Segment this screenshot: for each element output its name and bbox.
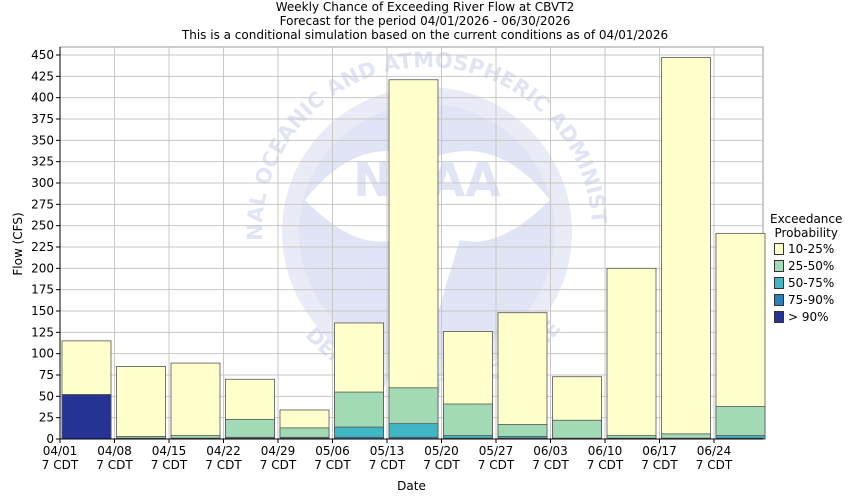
legend-label: 50-75% xyxy=(788,275,835,290)
x-tick-sublabel: 7 CDT xyxy=(696,458,733,472)
x-tick-sublabel: 7 CDT xyxy=(369,458,406,472)
x-tick-label: 06/10 xyxy=(588,444,623,458)
x-tick-sublabel: 7 CDT xyxy=(423,458,460,472)
x-tick-label: 05/13 xyxy=(370,444,405,458)
y-tick-label: 300 xyxy=(31,176,54,190)
legend-item: 25-50% xyxy=(774,257,842,274)
x-tick-label: 04/29 xyxy=(261,444,296,458)
x-tick-label: 06/17 xyxy=(642,444,677,458)
x-tick-sublabel: 7 CDT xyxy=(96,458,133,472)
bar-10-25% xyxy=(170,362,221,440)
x-tick-sublabel: 7 CDT xyxy=(260,458,297,472)
bar-10-25% xyxy=(497,312,548,440)
chart-title: Weekly Chance of Exceeding River Flow at… xyxy=(275,0,575,14)
x-tick-sublabel: 7 CDT xyxy=(641,458,678,472)
x-tick-label: 05/27 xyxy=(479,444,514,458)
legend-title-line1: Exceedance xyxy=(770,212,843,226)
x-tick-sublabel: 7 CDT xyxy=(42,458,79,472)
y-tick-label: 275 xyxy=(31,197,54,211)
legend-swatch xyxy=(774,259,784,272)
y-tick-label: 325 xyxy=(31,155,54,169)
bar-10-25% xyxy=(116,366,166,440)
x-tick-label: 04/08 xyxy=(97,444,132,458)
legend-title-line2: Probability xyxy=(774,226,838,240)
bar-25-50% xyxy=(225,418,275,440)
bar-10-25% xyxy=(715,232,766,440)
legend-label: 75-90% xyxy=(788,292,835,307)
y-tick-label: 100 xyxy=(31,347,54,361)
bar-> 90% xyxy=(61,394,112,440)
legend-swatch xyxy=(774,293,784,306)
y-axis-label: Flow (CFS) xyxy=(11,212,25,276)
x-tick-sublabel: 7 CDT xyxy=(151,458,188,472)
legend-label: > 90% xyxy=(788,309,829,324)
x-tick-sublabel: 7 CDT xyxy=(587,458,624,472)
legend-swatch xyxy=(774,242,784,255)
y-tick-label: 175 xyxy=(31,283,54,297)
x-tick-label: 04/22 xyxy=(206,444,241,458)
y-tick-label: 75 xyxy=(39,368,54,382)
x-tick-label: 05/06 xyxy=(315,444,350,458)
y-tick-label: 125 xyxy=(31,325,54,339)
y-tick-label: 25 xyxy=(39,411,54,425)
legend: Exceedance Probability 10-25% 25-50% 50-… xyxy=(770,212,842,325)
x-tick-label: 06/24 xyxy=(697,444,732,458)
y-tick-label: 350 xyxy=(31,133,54,147)
y-tick-label: 150 xyxy=(31,304,54,318)
bars xyxy=(61,57,766,440)
y-tick-label: 0 xyxy=(46,432,54,446)
x-tick-sublabel: 7 CDT xyxy=(478,458,515,472)
bar-25-50% xyxy=(552,419,602,440)
y-tick-label: 50 xyxy=(39,389,54,403)
y-tick-label: 375 xyxy=(31,112,54,126)
bar-10-25% xyxy=(606,267,657,440)
x-tick-label: 04/15 xyxy=(152,444,187,458)
bar-50-75% xyxy=(388,423,439,440)
bar-25-50% xyxy=(715,406,766,440)
bar-10-25% xyxy=(661,57,711,440)
x-tick-label: 05/20 xyxy=(424,444,459,458)
axes: 0 25 50 75 100 125 150 175 200 225 250 275 300 325 350… xyxy=(31,47,763,472)
y-tick-label: 450 xyxy=(31,48,54,62)
x-tick-sublabel: 7 CDT xyxy=(532,458,569,472)
y-tick-label: 225 xyxy=(31,240,54,254)
legend-label: 10-25% xyxy=(788,241,835,256)
chart-subtitle: Forecast for the period 04/01/2026 - 06/… xyxy=(279,14,571,28)
legend-item: 50-75% xyxy=(774,274,842,291)
x-tick-label: 06/03 xyxy=(533,444,568,458)
bar-10-25% xyxy=(388,79,439,440)
y-tick-label: 400 xyxy=(31,91,54,105)
x-axis-label: Date xyxy=(397,479,426,493)
legend-swatch xyxy=(774,310,784,323)
y-tick-label: 425 xyxy=(31,69,54,83)
bar-25-50% xyxy=(443,403,493,440)
x-tick-label: 04/01 xyxy=(43,444,78,458)
y-tick-label: 200 xyxy=(31,261,54,275)
x-tick-sublabel: 7 CDT xyxy=(314,458,351,472)
x-tick-sublabel: 7 CDT xyxy=(205,458,242,472)
legend-item: 75-90% xyxy=(774,291,842,308)
y-tick-label: 250 xyxy=(31,219,54,233)
legend-swatch xyxy=(774,276,784,289)
legend-label: 25-50% xyxy=(788,258,835,273)
legend-item: 10-25% xyxy=(774,240,842,257)
legend-item: > 90% xyxy=(774,308,842,325)
chart-note: This is a conditional simulation based o… xyxy=(181,28,669,42)
